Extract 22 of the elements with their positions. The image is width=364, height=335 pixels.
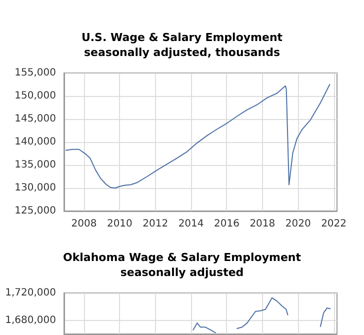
y-tick-label: 125,000	[14, 206, 56, 216]
chart-title: Oklahoma Wage & Salary Employment	[62, 251, 302, 264]
x-tick-label: 2020	[285, 218, 311, 230]
x-tick-label: 2018	[250, 218, 276, 230]
chart-subtitle: seasonally adjusted	[120, 266, 244, 279]
chart-title: U.S. Wage & Salary Employment	[81, 31, 283, 44]
y-tick-label: 135,000	[14, 160, 56, 170]
line-series	[65, 84, 330, 188]
y-tick-label: 155,000	[14, 68, 56, 78]
chart-subtitle: seasonally adjusted, thousands	[84, 46, 280, 59]
y-tick-label: 1,680,000	[5, 314, 56, 326]
y-tick-label: 140,000	[14, 136, 56, 148]
y-tick-label: 145,000	[14, 114, 56, 124]
x-tick-label: 2012	[142, 218, 168, 230]
x-tick-label: 2016	[214, 218, 240, 230]
y-tick-label: 150,000	[14, 90, 56, 102]
y-tick-label: 1,720,000	[5, 288, 56, 298]
x-tick-label: 2008	[71, 218, 97, 230]
y-tick-label: 130,000	[14, 182, 56, 194]
x-tick-label: 2010	[106, 218, 132, 230]
x-tick-label: 2014	[178, 218, 204, 230]
x-tick-label: 2022	[321, 218, 347, 230]
